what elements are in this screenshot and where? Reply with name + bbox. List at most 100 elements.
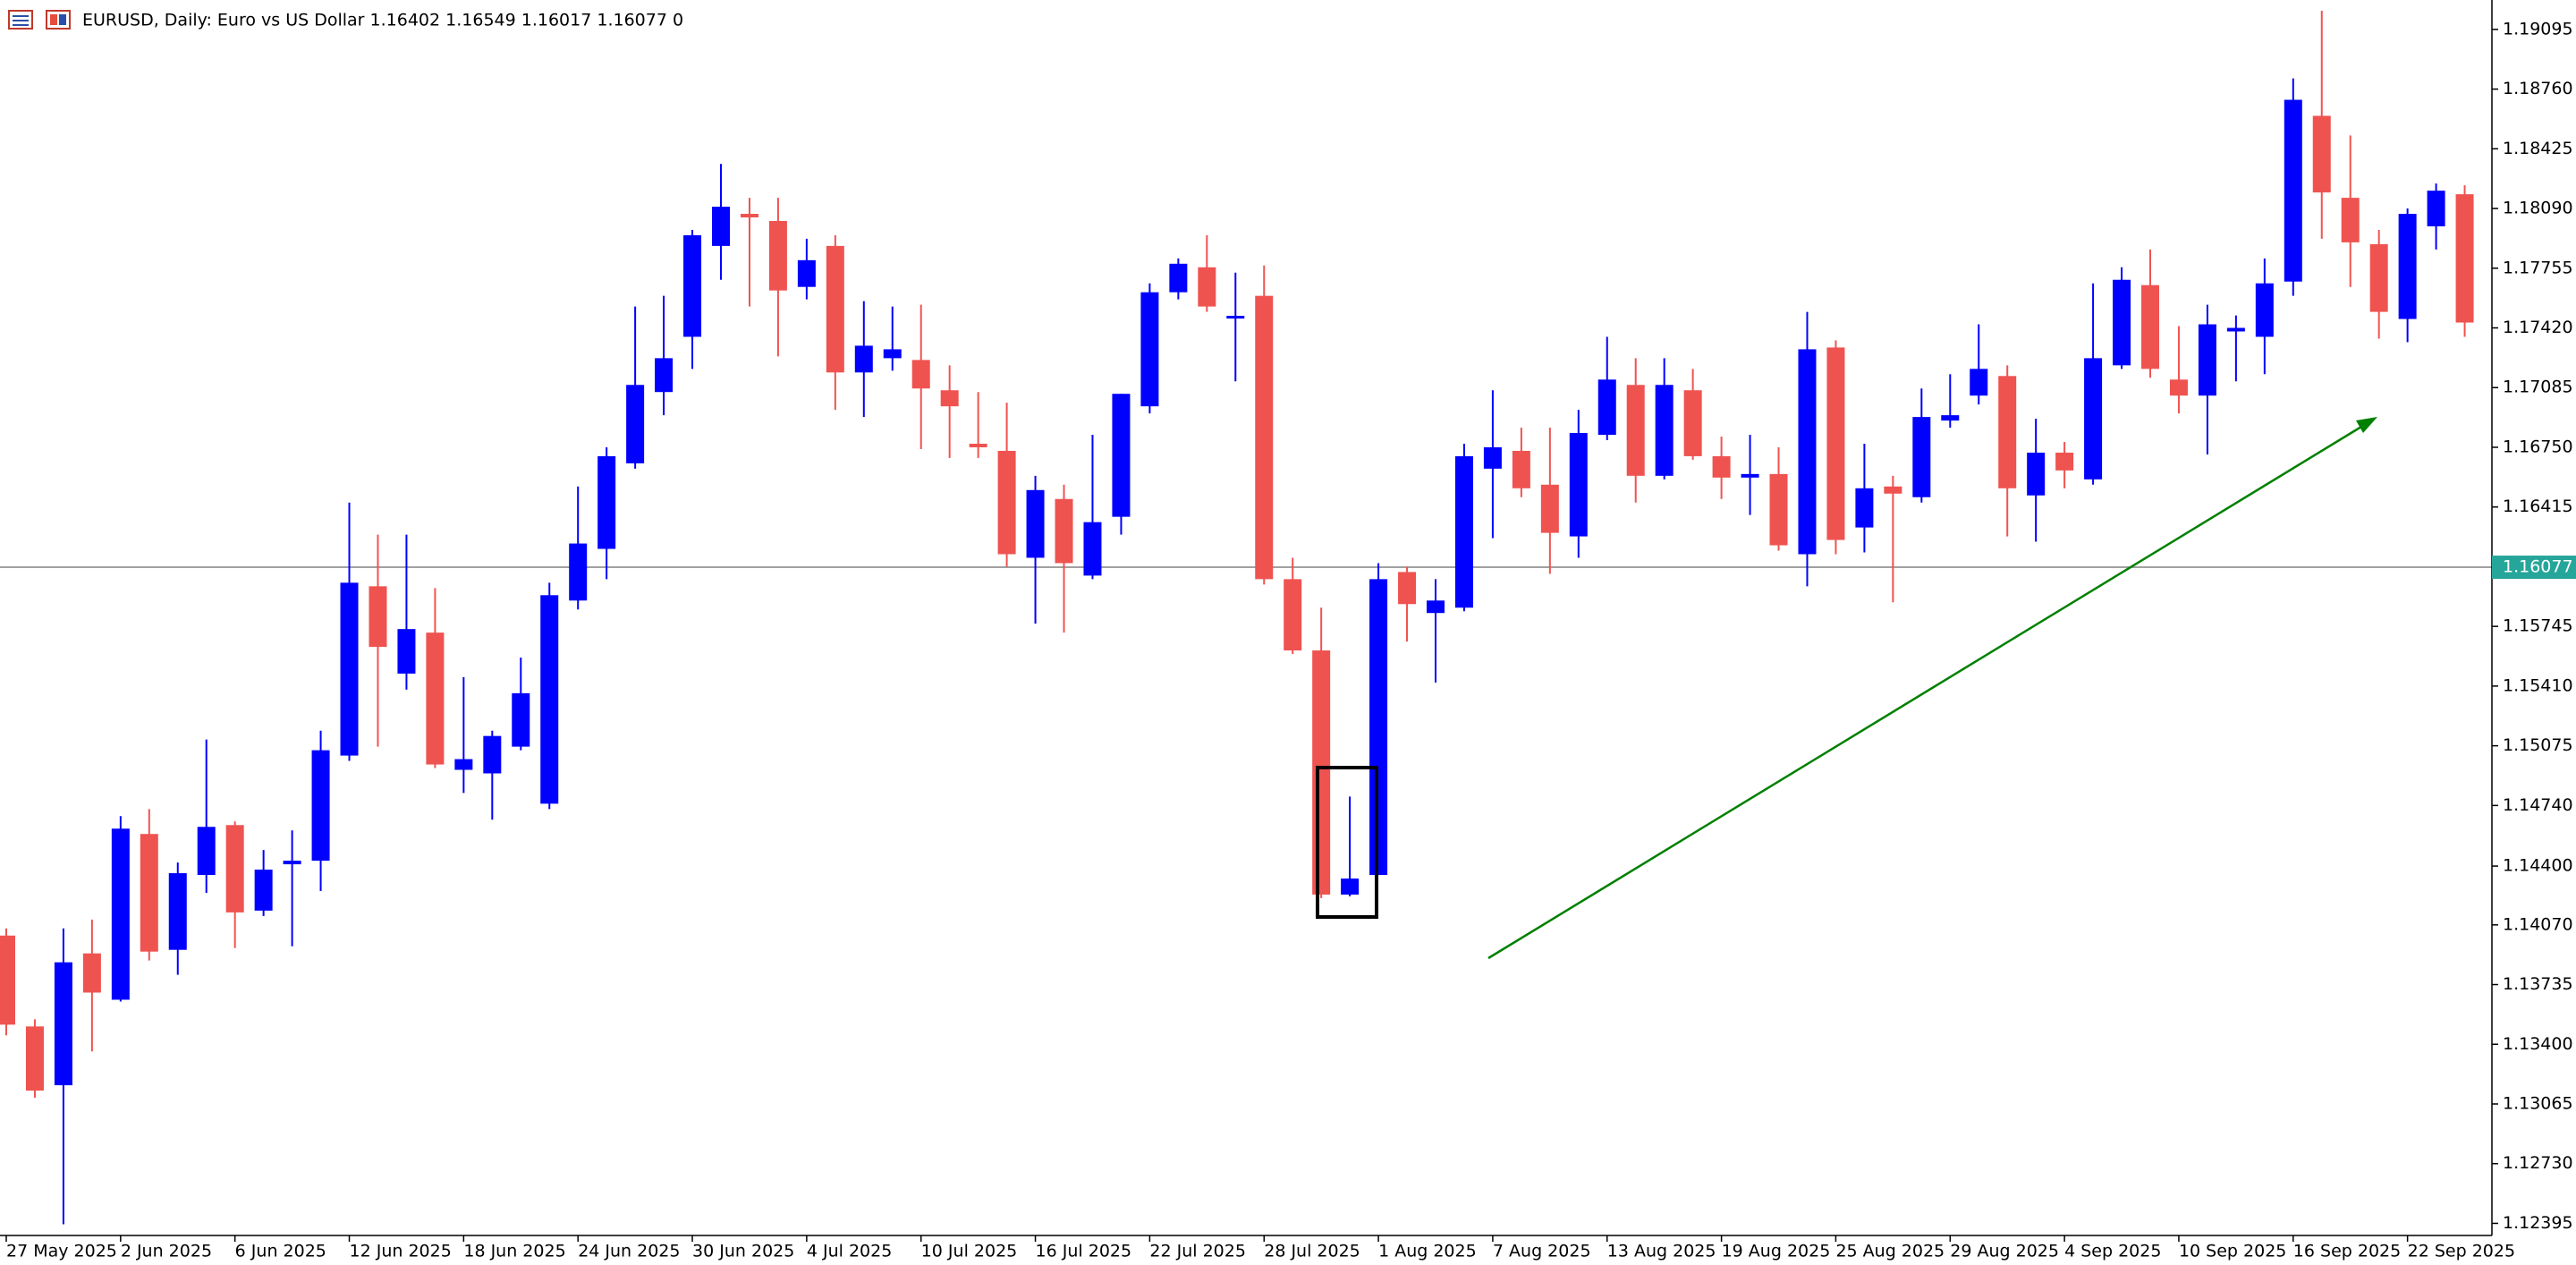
y-tick-label: 1.17420 [2503, 318, 2573, 337]
x-tick-label: 27 May 2025 [6, 1242, 117, 1261]
candle-body [1255, 295, 1274, 580]
candle-body [740, 214, 758, 218]
candle-body [1312, 650, 1331, 895]
x-tick-label: 18 Jun 2025 [463, 1242, 565, 1261]
candle-body [1512, 450, 1530, 488]
candle-body [197, 827, 216, 876]
x-tick-label: 30 Jun 2025 [692, 1242, 794, 1261]
candle-body [1998, 376, 2017, 488]
candle-body [768, 220, 787, 291]
candle-body [2284, 99, 2302, 282]
x-tick-label: 19 Aug 2025 [1722, 1242, 1831, 1261]
y-tick-label: 1.18760 [2503, 79, 2573, 98]
y-tick-label: 1.16415 [2503, 497, 2573, 516]
candle-body [597, 455, 616, 549]
y-tick-label: 1.15075 [2503, 735, 2573, 755]
candle-body [2255, 283, 2274, 337]
y-tick-label: 1.14740 [2503, 795, 2573, 815]
x-tick-label: 6 Jun 2025 [235, 1242, 326, 1261]
candle-body [1769, 473, 1788, 546]
x-tick-label: 22 Sep 2025 [2408, 1242, 2515, 1261]
candle-body [1798, 349, 1817, 555]
candle-body [1398, 572, 1417, 605]
plot-area [0, 10, 2492, 1225]
candle-body [2169, 379, 2188, 396]
x-tick-label: 22 Jul 2025 [1149, 1242, 1246, 1261]
y-tick-label: 1.18425 [2503, 139, 2573, 158]
highlight-box[interactable] [1316, 766, 1378, 919]
candle-body [2027, 452, 2046, 496]
candle-body [54, 962, 72, 1086]
candle-body [2113, 279, 2131, 366]
candle-body [1941, 415, 1960, 421]
candle-body [483, 735, 502, 774]
candle-body [168, 873, 187, 950]
candle-body [1655, 385, 1674, 476]
chart-title: EURUSD, Daily: Euro vs US Dollar 1.16402… [82, 11, 683, 30]
candle-body [1855, 488, 1874, 528]
y-tick-label: 1.18090 [2503, 199, 2573, 218]
candle-body [683, 234, 702, 337]
icon-part [50, 14, 57, 25]
candle-body [1884, 486, 1902, 494]
x-tick-label: 4 Jul 2025 [807, 1242, 892, 1261]
candle-body [1198, 267, 1216, 307]
candle-body [626, 385, 645, 463]
candle-body [1112, 394, 1131, 517]
y-tick-label: 1.13735 [2503, 974, 2573, 994]
y-tick-label: 1.14400 [2503, 856, 2573, 876]
candle-body [111, 828, 130, 1000]
icon-part [59, 14, 66, 25]
candle-body [2427, 191, 2445, 226]
x-tick-label: 4 Sep 2025 [2064, 1242, 2161, 1261]
candle-body [997, 450, 1016, 555]
candle-body [0, 935, 15, 1025]
candle-body [25, 1026, 44, 1091]
x-tick-label: 16 Sep 2025 [2293, 1242, 2401, 1261]
y-tick-label: 1.14070 [2503, 914, 2573, 934]
candle-body [1169, 263, 1188, 293]
y-tick-label: 1.12395 [2503, 1213, 2573, 1233]
candle-body [2055, 452, 2074, 471]
candle-body [1055, 498, 1073, 564]
y-tick-label: 1.17085 [2503, 378, 2573, 397]
candle-body [1741, 473, 1759, 478]
x-tick-label: 24 Jun 2025 [578, 1242, 680, 1261]
trend-arrow-head [2356, 417, 2377, 433]
candle-body [940, 390, 959, 407]
candle-body [311, 750, 330, 862]
y-tick-label: 1.13065 [2503, 1093, 2573, 1113]
candle-body [512, 692, 530, 747]
x-tick-label: 10 Jul 2025 [921, 1242, 1018, 1261]
candle-body [2455, 194, 2474, 323]
candle-body [969, 443, 987, 447]
candle-body [1540, 484, 1559, 533]
icon-data-window[interactable] [46, 10, 71, 30]
candle-body [225, 825, 244, 913]
header-icons [8, 10, 71, 30]
candle-body [712, 207, 730, 246]
candle-body [2369, 243, 2388, 312]
candle-body [1427, 600, 1445, 614]
candle-body [254, 870, 273, 911]
x-tick-label: 7 Aug 2025 [1493, 1242, 1591, 1261]
candle-body [1826, 347, 1845, 540]
candle-body [1083, 522, 1102, 576]
candle-body [1712, 455, 1731, 478]
candle-body [1483, 446, 1502, 469]
candle-body [911, 360, 930, 389]
x-tick-label: 12 Jun 2025 [350, 1242, 452, 1261]
candle-body [2312, 115, 2331, 193]
candle-body [1569, 433, 1588, 537]
candle-body [2226, 327, 2245, 332]
last-price-tag [2492, 556, 2576, 580]
candle-body [369, 586, 387, 648]
trend-arrow[interactable] [1487, 425, 2362, 960]
candle-body [655, 358, 674, 393]
candle-body [454, 759, 473, 770]
candle-body [340, 582, 359, 756]
candle-body [797, 259, 816, 287]
candle-body [1341, 879, 1360, 895]
candle-body [1226, 316, 1245, 319]
